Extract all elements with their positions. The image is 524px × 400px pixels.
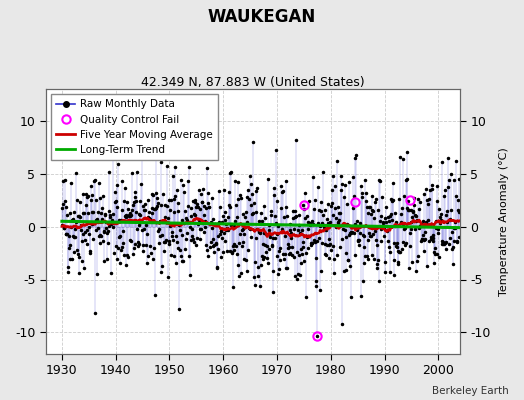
Title: 42.349 N, 87.883 W (United States): 42.349 N, 87.883 W (United States) bbox=[141, 76, 365, 89]
Legend: Raw Monthly Data, Quality Control Fail, Five Year Moving Average, Long-Term Tren: Raw Monthly Data, Quality Control Fail, … bbox=[51, 94, 218, 160]
Text: WAUKEGAN: WAUKEGAN bbox=[208, 8, 316, 26]
Text: Berkeley Earth: Berkeley Earth bbox=[432, 386, 508, 396]
Y-axis label: Temperature Anomaly (°C): Temperature Anomaly (°C) bbox=[499, 147, 509, 296]
